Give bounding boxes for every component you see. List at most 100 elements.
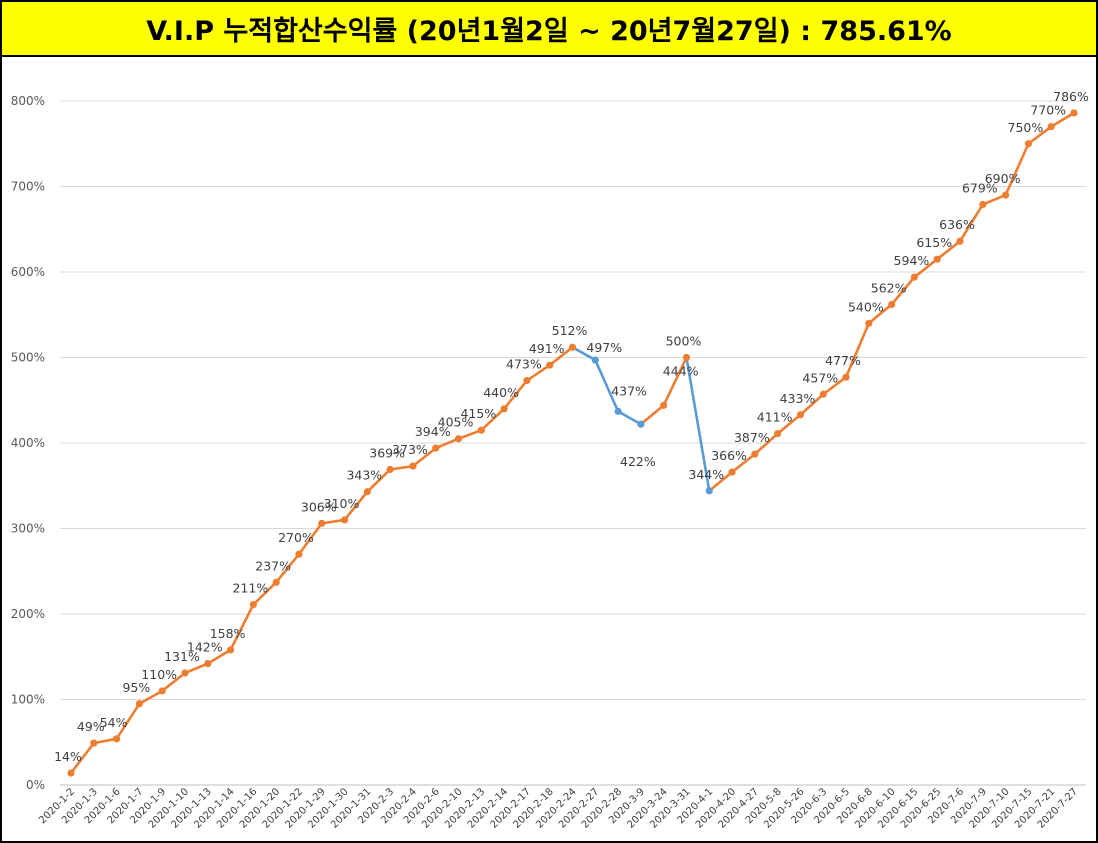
data-label: 500% xyxy=(666,334,702,349)
data-label: 477% xyxy=(825,353,861,368)
data-point xyxy=(477,426,485,434)
data-label: 440% xyxy=(483,385,519,400)
data-label: 594% xyxy=(894,253,930,268)
data-label: 394% xyxy=(415,424,451,439)
data-point xyxy=(956,237,964,245)
series-segment xyxy=(1027,125,1053,146)
data-label: 343% xyxy=(346,468,382,483)
data-label: 422% xyxy=(620,454,656,469)
series-segment xyxy=(707,470,734,493)
data-label: 49% xyxy=(77,719,105,734)
series-points xyxy=(67,109,1078,777)
series-segment xyxy=(320,518,346,525)
series-segment xyxy=(981,193,1007,206)
data-label: 14% xyxy=(54,749,82,764)
data-point xyxy=(158,687,166,695)
y-tick-label: 300% xyxy=(11,522,45,536)
series-segment xyxy=(639,404,665,426)
data-point xyxy=(112,735,121,743)
data-label: 405% xyxy=(438,415,474,430)
data-label: 433% xyxy=(780,391,816,406)
data-point xyxy=(1002,191,1010,199)
data-point xyxy=(705,487,713,495)
series-segment xyxy=(685,356,711,493)
series-segment xyxy=(457,428,483,441)
data-point xyxy=(796,411,805,419)
data-point xyxy=(910,273,919,281)
data-labels: 14% 49%54% 95%110% 131%142%158% 211% 237% 270%… xyxy=(54,89,1089,764)
series-segment xyxy=(821,375,848,396)
data-point xyxy=(888,300,896,309)
data-point xyxy=(682,353,691,362)
y-tick-label: 600% xyxy=(11,265,45,279)
series-lines xyxy=(69,111,1076,775)
data-label: 690% xyxy=(985,171,1021,186)
y-tick-label: 800% xyxy=(11,94,45,108)
y-tick-label: 200% xyxy=(11,607,45,621)
data-point xyxy=(979,200,987,209)
data-point xyxy=(1047,123,1055,131)
series-segment xyxy=(160,671,187,693)
data-point xyxy=(181,669,189,677)
data-label: 306% xyxy=(301,499,337,514)
series-segment xyxy=(502,379,529,411)
data-point xyxy=(614,407,622,415)
series-segment xyxy=(753,432,779,456)
data-label: 444% xyxy=(663,363,699,378)
y-tick-label: 700% xyxy=(11,180,45,194)
series-segment xyxy=(958,203,985,243)
data-point xyxy=(249,600,257,609)
data-point xyxy=(67,769,75,777)
data-label: 237% xyxy=(255,558,291,573)
data-label: 636% xyxy=(939,217,975,232)
data-point xyxy=(728,468,736,476)
data-point xyxy=(546,361,554,369)
data-point xyxy=(295,550,303,558)
data-label: 310% xyxy=(324,496,360,511)
series-segment xyxy=(662,356,688,407)
series-segment xyxy=(297,522,324,556)
series-segment xyxy=(115,702,141,741)
data-label: 512% xyxy=(552,323,588,338)
data-point xyxy=(500,405,508,413)
series-segment xyxy=(776,413,802,435)
y-tick-label: 0% xyxy=(26,778,45,792)
data-point xyxy=(409,462,417,470)
series-segment xyxy=(935,239,962,261)
series-segment xyxy=(183,662,210,675)
data-label: 562% xyxy=(871,280,907,295)
series-segment xyxy=(1049,111,1076,128)
data-point xyxy=(637,420,645,428)
data-point xyxy=(340,516,349,524)
series-segment xyxy=(366,468,392,494)
series-segment xyxy=(913,257,939,279)
data-label: 786% xyxy=(1053,89,1089,104)
x-axis: 2020-1-22020-1-32020-1-62020-1-72020-1-9… xyxy=(37,786,1080,830)
data-label: 491% xyxy=(529,341,565,356)
series-segment xyxy=(343,490,369,522)
data-label: 369% xyxy=(369,446,405,461)
data-label: 497% xyxy=(586,340,622,355)
data-point xyxy=(751,450,759,458)
data-point xyxy=(865,319,873,327)
y-axis: 0% 100% 200% 300% 400% 500% 600% 700% 800% xyxy=(11,94,45,792)
data-point xyxy=(226,646,235,654)
data-point xyxy=(1024,140,1033,148)
data-label: 679% xyxy=(962,180,998,195)
data-label: 411% xyxy=(757,410,793,425)
series-segment xyxy=(388,464,415,471)
y-tick-label: 400% xyxy=(11,436,45,450)
data-label: 270% xyxy=(278,530,314,545)
data-label: 615% xyxy=(916,235,952,250)
data-label: 473% xyxy=(506,357,542,372)
series-segment xyxy=(434,437,460,450)
data-label: 110% xyxy=(141,667,177,682)
data-label: 750% xyxy=(1008,120,1044,135)
data-point xyxy=(568,343,577,351)
data-point xyxy=(591,356,599,364)
data-point xyxy=(523,376,531,385)
data-point xyxy=(204,659,212,668)
data-label: 457% xyxy=(802,370,838,385)
